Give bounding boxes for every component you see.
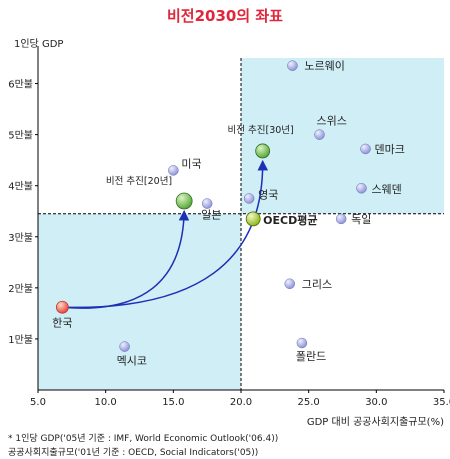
x-tick-label: 10.0 [95,397,117,408]
arrow-to-vision-30 [62,159,269,309]
data-point [296,337,308,349]
highlight-point [245,211,261,227]
highlight-point [175,192,193,210]
x-tick-label: 15.0 [162,397,184,408]
y-tick-label: 5만불 [8,130,33,142]
highlight-label: OECD평균 [263,213,317,227]
data-point-label: 영국 [258,188,278,201]
data-point [201,198,213,209]
highlight-label: 비전 추진[30년] [228,125,294,136]
data-point-label: 독일 [351,212,371,226]
data-point-label: 그리스 [302,278,332,291]
chart-title: 비전2030의 좌표 [167,7,283,25]
data-point [287,60,298,71]
x-tick-label: 5.0 [30,397,46,408]
source-note: 공공사회지출규모('01년 기준 : OECD, Social Indicato… [8,447,258,458]
source-note: * 1인당 GDP('05년 기준 : IMF, World Economic … [8,433,278,444]
y-tick-label: 6만불 [8,79,33,91]
data-point-label: 노르웨이 [304,60,344,73]
data-point [314,129,325,140]
y-tick-label: 1만불 [8,334,33,346]
data-point [168,165,179,176]
y-axis-label: 1인당 GDP [14,38,63,50]
data-point-label: 스위스 [316,115,346,128]
highlight-label: 비전 추진[20년] [106,176,172,187]
shaded-quadrant-upper-right [241,58,444,214]
x-tick-label: 35.0 [433,397,450,408]
y-tick-label: 2만불 [8,283,33,295]
data-point-label: 멕시코 [117,355,147,368]
highlight-point [255,143,271,159]
y-tick-label: 4만불 [8,181,33,193]
data-point [360,143,371,155]
y-tick-label: 3만불 [8,232,33,244]
data-point [243,193,255,204]
data-point-label: 덴마크 [375,143,405,156]
x-tick-label: 20.0 [230,397,252,408]
data-point [335,213,347,225]
x-tick-label: 25.0 [298,397,320,408]
data-point-label: 일본 [201,208,221,222]
data-point-label: 미국 [181,157,201,170]
data-point-label: 스웨덴 [371,183,401,196]
highlight-point [55,300,69,314]
highlight-label: 한국 [52,316,72,329]
x-axis-label: GDP 대비 공공사회지출규모(%) [307,416,444,428]
data-point-label: 폴란드 [296,350,326,363]
data-point [284,278,295,290]
data-point [356,182,367,194]
data-point [119,341,130,352]
x-tick-label: 30.0 [365,397,387,408]
